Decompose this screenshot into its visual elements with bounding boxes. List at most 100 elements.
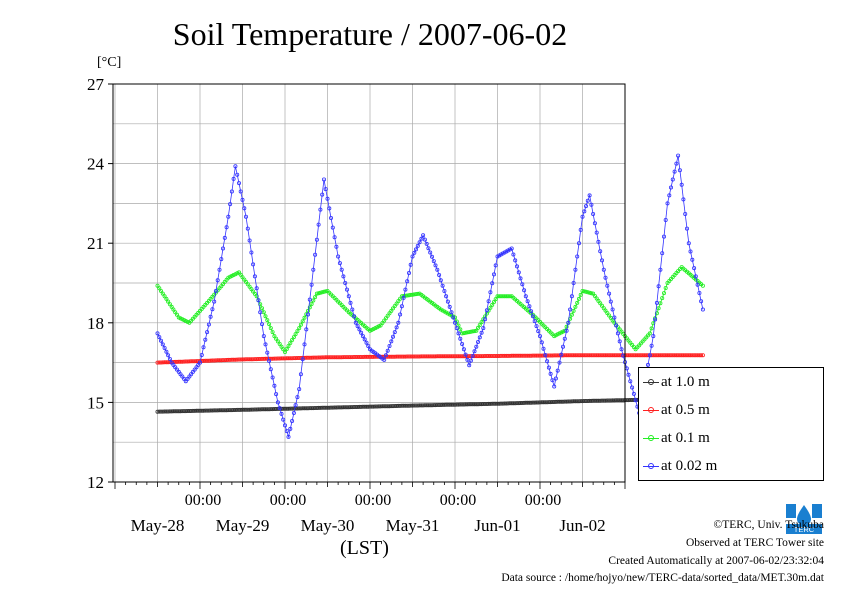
data-point bbox=[238, 407, 243, 412]
legend-label: at 0.1 m bbox=[661, 430, 710, 446]
data-point bbox=[438, 278, 443, 283]
data-point bbox=[603, 398, 608, 403]
data-point bbox=[603, 275, 608, 280]
data-point bbox=[385, 348, 390, 353]
data-point bbox=[323, 289, 328, 294]
data-point bbox=[321, 289, 326, 294]
data-point bbox=[215, 278, 220, 283]
data-point bbox=[233, 407, 238, 412]
y-axis-unit: [°C] bbox=[97, 55, 122, 70]
data-point bbox=[208, 358, 213, 363]
data-point bbox=[663, 217, 668, 222]
data-point bbox=[311, 267, 316, 272]
data-point bbox=[447, 304, 452, 309]
data-point bbox=[304, 327, 309, 332]
data-point bbox=[653, 317, 658, 322]
data-point bbox=[313, 295, 318, 300]
data-point bbox=[584, 398, 589, 403]
data-point bbox=[199, 352, 204, 357]
data-point bbox=[309, 301, 314, 306]
data-point bbox=[470, 402, 475, 407]
data-point bbox=[284, 429, 289, 434]
data-point bbox=[467, 363, 472, 368]
series-line bbox=[157, 266, 704, 353]
data-point bbox=[352, 314, 357, 319]
data-point bbox=[481, 354, 486, 359]
data-point bbox=[467, 330, 472, 335]
data-point bbox=[445, 402, 450, 407]
data-point bbox=[293, 356, 298, 361]
data-point bbox=[263, 342, 268, 347]
data-point bbox=[488, 305, 493, 310]
data-point bbox=[166, 299, 171, 304]
data-point bbox=[339, 267, 344, 272]
data-point bbox=[456, 402, 461, 407]
data-point bbox=[268, 367, 273, 372]
data-point bbox=[311, 298, 316, 303]
data-point bbox=[320, 192, 325, 197]
data-point bbox=[226, 357, 231, 362]
data-point bbox=[305, 355, 310, 360]
data-point bbox=[571, 308, 576, 313]
data-point bbox=[587, 193, 592, 198]
data-point bbox=[222, 235, 227, 240]
data-point bbox=[346, 294, 351, 299]
data-point bbox=[523, 400, 528, 405]
data-point bbox=[654, 311, 659, 316]
data-point bbox=[592, 221, 597, 226]
data-point bbox=[646, 362, 651, 367]
data-point bbox=[451, 402, 456, 407]
data-point bbox=[591, 211, 596, 216]
data-point bbox=[318, 207, 323, 212]
data-point bbox=[263, 314, 268, 319]
data-point bbox=[688, 249, 693, 254]
data-point bbox=[523, 294, 528, 299]
data-point bbox=[243, 214, 248, 219]
data-point bbox=[626, 398, 631, 403]
data-point bbox=[173, 409, 178, 414]
data-point bbox=[279, 411, 284, 416]
data-point bbox=[700, 307, 705, 312]
data-point bbox=[158, 288, 163, 293]
data-point bbox=[189, 408, 194, 413]
data-point bbox=[359, 354, 364, 359]
data-point bbox=[700, 353, 705, 358]
data-point bbox=[493, 297, 498, 302]
series-line bbox=[157, 155, 704, 439]
data-point bbox=[472, 349, 477, 354]
data-point bbox=[162, 294, 167, 299]
data-point bbox=[507, 294, 512, 299]
data-point bbox=[238, 357, 243, 362]
data-point bbox=[564, 324, 569, 329]
data-point bbox=[585, 290, 590, 295]
data-point bbox=[584, 289, 589, 294]
data-point bbox=[608, 398, 613, 403]
grid bbox=[113, 84, 625, 482]
data-point bbox=[328, 355, 333, 360]
data-point bbox=[256, 407, 261, 412]
data-point bbox=[458, 327, 463, 332]
data-point bbox=[506, 401, 511, 406]
data-point bbox=[692, 266, 697, 271]
data-point bbox=[493, 263, 498, 268]
data-point bbox=[203, 337, 208, 342]
data-point bbox=[243, 407, 248, 412]
data-point bbox=[408, 403, 413, 408]
data-point bbox=[626, 372, 631, 377]
data-point bbox=[573, 304, 578, 309]
data-point bbox=[491, 299, 496, 304]
data-point bbox=[282, 423, 287, 428]
data-point bbox=[451, 315, 456, 320]
data-point bbox=[530, 314, 535, 319]
x-tick-label: 00:00 bbox=[270, 492, 306, 509]
data-point bbox=[166, 353, 171, 358]
legend-marker bbox=[648, 435, 654, 441]
data-point bbox=[213, 288, 218, 293]
data-point bbox=[605, 283, 610, 288]
data-point bbox=[263, 407, 268, 412]
data-point bbox=[318, 290, 323, 295]
data-point bbox=[601, 267, 606, 272]
data-point bbox=[403, 354, 408, 359]
data-point bbox=[288, 356, 293, 361]
data-point bbox=[429, 254, 434, 259]
